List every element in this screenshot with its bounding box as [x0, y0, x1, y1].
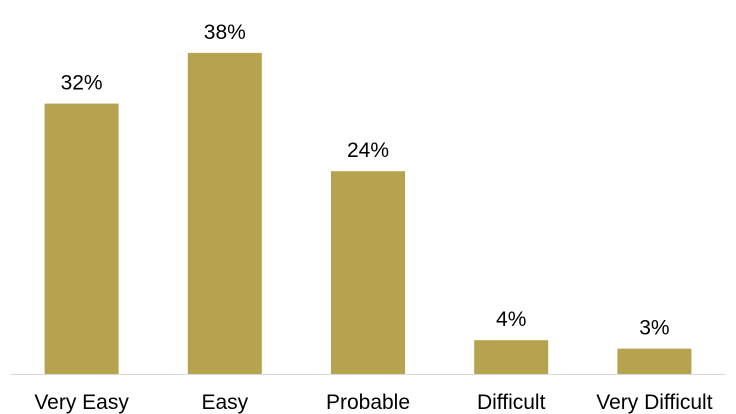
category-label-very-difficult: Very Difficult: [596, 391, 712, 414]
category-labels-group: Very Easy Easy Probable Difficult Very Diffi…: [34, 391, 712, 414]
bar-easy: [187, 52, 262, 375]
data-label-easy: 38%: [204, 21, 246, 44]
bar-very-difficult: [617, 348, 692, 374]
bar-probable: [331, 171, 405, 374]
bar-very-easy: [44, 103, 119, 374]
category-label-very-easy: Very Easy: [34, 391, 129, 414]
bar-difficult: [474, 340, 549, 374]
category-label-probable: Probable: [326, 391, 410, 414]
data-label-very-easy: 32%: [61, 72, 103, 95]
category-label-difficult: Difficult: [477, 391, 546, 414]
data-label-very-difficult: 3%: [639, 317, 669, 340]
value-labels-group: 32% 38% 24% 4% 3%: [61, 21, 670, 340]
bars-group: [44, 52, 692, 375]
data-label-difficult: 4%: [496, 308, 526, 331]
data-label-probable: 24%: [347, 139, 389, 162]
category-label-easy: Easy: [201, 391, 248, 414]
